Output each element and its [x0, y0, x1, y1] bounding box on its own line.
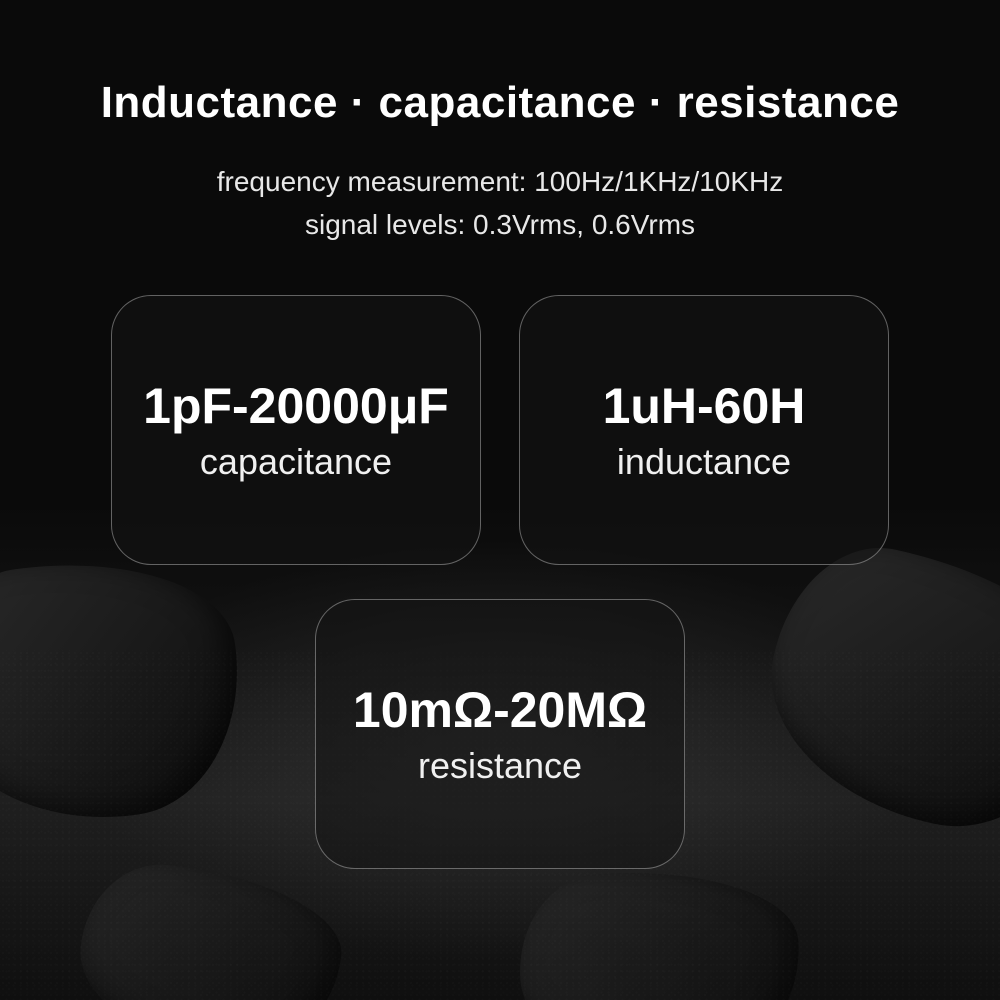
page-subtitle: frequency measurement: 100Hz/1KHz/10KHz … — [0, 160, 1000, 247]
subtitle-line: frequency measurement: 100Hz/1KHz/10KHz — [0, 160, 1000, 203]
infographic-page: Inductance · capacitance · resistance fr… — [0, 0, 1000, 1000]
card-value: 1uH-60H — [603, 377, 806, 435]
card-label: capacitance — [200, 441, 392, 483]
cards-row-1: 1pF-20000μF capacitance 1uH-60H inductan… — [111, 295, 889, 565]
card-value: 1pF-20000μF — [143, 377, 449, 435]
card-resistance: 10mΩ-20MΩ resistance — [315, 599, 685, 869]
card-label: inductance — [617, 441, 791, 483]
cards-container: 1pF-20000μF capacitance 1uH-60H inductan… — [0, 295, 1000, 869]
page-title: Inductance · capacitance · resistance — [0, 78, 1000, 128]
card-capacitance: 1pF-20000μF capacitance — [111, 295, 481, 565]
card-value: 10mΩ-20MΩ — [353, 681, 647, 739]
subtitle-line: signal levels: 0.3Vrms, 0.6Vrms — [0, 203, 1000, 246]
card-label: resistance — [418, 745, 582, 787]
cards-row-2: 10mΩ-20MΩ resistance — [315, 599, 685, 869]
card-inductance: 1uH-60H inductance — [519, 295, 889, 565]
content: Inductance · capacitance · resistance fr… — [0, 0, 1000, 1000]
